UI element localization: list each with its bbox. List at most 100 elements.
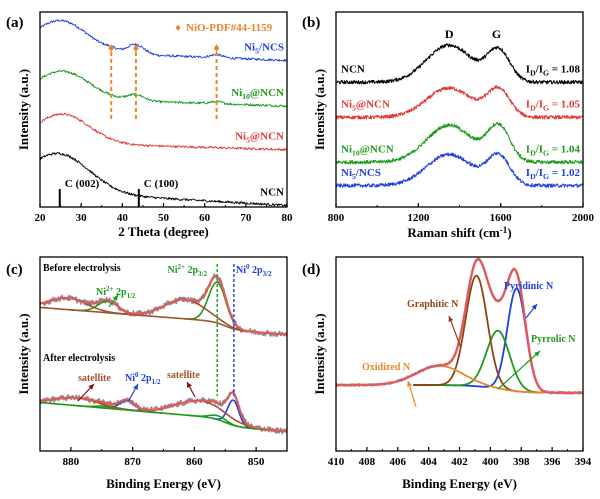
series-label: Ni5@NCN (235, 131, 284, 145)
ni0-2p12-label-part: Ni (125, 373, 135, 384)
series-line-NCN (39, 152, 287, 207)
series-label: Ni10@NCN (341, 143, 394, 157)
panel-a-x-tick-label: 50 (158, 212, 170, 224)
id-ig-ratio-label-part: G (543, 148, 549, 157)
panel-c-x-tick-label: 870 (124, 456, 141, 468)
after-background (39, 401, 287, 433)
series-label-part: 5 (352, 104, 356, 113)
pyrrolic-n-arrow (497, 350, 541, 390)
ni2-2p12-label: Ni2+ 2p1/2 (96, 285, 136, 300)
panel-d-xlabel: Binding Energy (eV) (402, 476, 517, 491)
series-label-part: NCN (260, 186, 284, 198)
panel-a-x-tick-label: 40 (117, 212, 129, 224)
id-ig-ratio-label-part: G (543, 68, 549, 77)
raw-data (335, 257, 584, 395)
series-line-Ni10@NCN (335, 121, 584, 165)
pyridinic-n-arrow-head (531, 304, 537, 310)
series-label: Ni5/NCS (341, 167, 381, 181)
band-label: D (445, 27, 454, 41)
legend-marker: ♦ (175, 22, 181, 34)
panel-b-x-tick-label: 1600 (490, 212, 513, 224)
series-label: NCN (260, 186, 284, 198)
id-ig-ratio-label-part: /I (535, 63, 543, 75)
series-label-part: Ni (341, 99, 352, 111)
ni0-2p32-label-part: Ni (236, 265, 246, 276)
after-electrolysis-label: After electrolysis (43, 353, 115, 364)
series-label-part: /NCS (355, 167, 381, 179)
graphitic-n-arrow-head (448, 316, 454, 322)
series-line-Ni5/NCS (39, 19, 287, 62)
series-label-part: 10 (352, 148, 360, 157)
series-label-part: Ni (341, 167, 352, 179)
panel-a-label: (a) (6, 15, 24, 31)
nio-diamond-marker: ♦ (213, 40, 220, 55)
id-ig-ratio-label-part: I (526, 167, 530, 179)
series-line-Ni5@NCN (39, 112, 287, 152)
id-ig-ratio-label-part: /I (535, 99, 543, 111)
panel-a-x-tick-label: 20 (35, 212, 47, 224)
series-label: Ni5@NCN (341, 99, 390, 113)
series-label-part: @NCN (356, 99, 390, 111)
series-label-part: Ni (341, 143, 352, 155)
ni0-2p32-label-part: 0 (246, 263, 250, 271)
id-ig-ratio-label-part: D (530, 68, 536, 77)
panel-a-x-tick-label: 30 (76, 212, 88, 224)
id-ig-ratio-label-part: = 1.04 (549, 143, 581, 155)
reference-line-label: C (100) (144, 178, 179, 190)
id-ig-ratio-label-part: /I (535, 167, 543, 179)
id-ig-ratio-label-part: G (543, 172, 549, 181)
panel-a-x-tick-label: 70 (240, 212, 252, 224)
series-label-part: @NCN (250, 87, 284, 99)
panel-b-xlabel-part: -1 (500, 225, 508, 235)
graphitic-n-arrow (448, 315, 462, 349)
pyrrolic-n-label: Pyrrolic N (531, 334, 576, 345)
series-label: Ni10@NCN (231, 87, 284, 101)
panel-d-x-tick-label: 394 (575, 456, 592, 468)
band-label: G (492, 27, 501, 41)
panel-c-xlabel: Binding Energy (eV) (106, 476, 221, 491)
panel-a-ylabel: Intensity (a.u.) (16, 69, 31, 150)
panel-d-frame (335, 256, 584, 452)
panel-b-ylabel: Intensity (a.u.) (312, 69, 327, 150)
panel-b-xlabel-part: ) (507, 225, 511, 240)
id-ig-ratio-label-part: I (526, 143, 530, 155)
panel-b-x-tick-label: 2000 (572, 212, 595, 224)
id-ig-ratio-label-part: D (530, 172, 536, 181)
panel-c-frame (39, 256, 288, 452)
before-fit-component (103, 298, 267, 334)
panel-b-xlabel: Raman shift (cm-1) (407, 225, 511, 240)
series-label-part: 10 (242, 92, 250, 101)
series-line-Ni10@NCN (39, 69, 287, 108)
fit-component-Graphitic N (412, 274, 545, 394)
series-label-part: @NCN (250, 131, 284, 143)
ni2-2p12-label-part: 1/2 (127, 292, 136, 300)
panel-b-x-tick-label: 800 (328, 212, 345, 224)
series-label-part: 5 (246, 136, 250, 145)
panel-d-ylabel: Intensity (a.u.) (312, 313, 327, 394)
series-label: NCN (341, 63, 365, 75)
ni0-2p12-label-part: 2p (139, 373, 153, 384)
panel-d-x-tick-label: 406 (390, 456, 407, 468)
ni2-2p12-label-part: 2p (114, 287, 128, 298)
panel-d-x-tick-label: 398 (513, 456, 530, 468)
series-label-part: 5 (255, 46, 259, 55)
panel-d-x-tick-label: 400 (482, 456, 499, 468)
series-label-part: Ni (235, 131, 246, 143)
panel-a-x-tick-label: 80 (282, 212, 294, 224)
panel-c-label: (c) (6, 262, 23, 278)
graphitic-n-label: Graphitic N (407, 299, 459, 310)
id-ig-ratio-label-part: = 1.05 (549, 99, 581, 111)
ni0-2p32-label: Ni0 2p3/2 (236, 263, 272, 278)
satellite-arrow-2-head (187, 382, 192, 388)
fit-component-Pyrrolic N (412, 329, 545, 394)
before-envelope (39, 275, 288, 336)
id-ig-ratio-label-part: I (526, 99, 530, 111)
ni0-2p32-label-part: 2p (250, 265, 264, 276)
series-line-NCN (335, 43, 584, 85)
series-label-part: @NCN (360, 143, 394, 155)
panel-d-x-tick-label: 396 (544, 456, 561, 468)
after-envelope (39, 391, 288, 433)
envelope-fit (335, 257, 584, 394)
id-ig-ratio-label-part: G (543, 104, 549, 113)
